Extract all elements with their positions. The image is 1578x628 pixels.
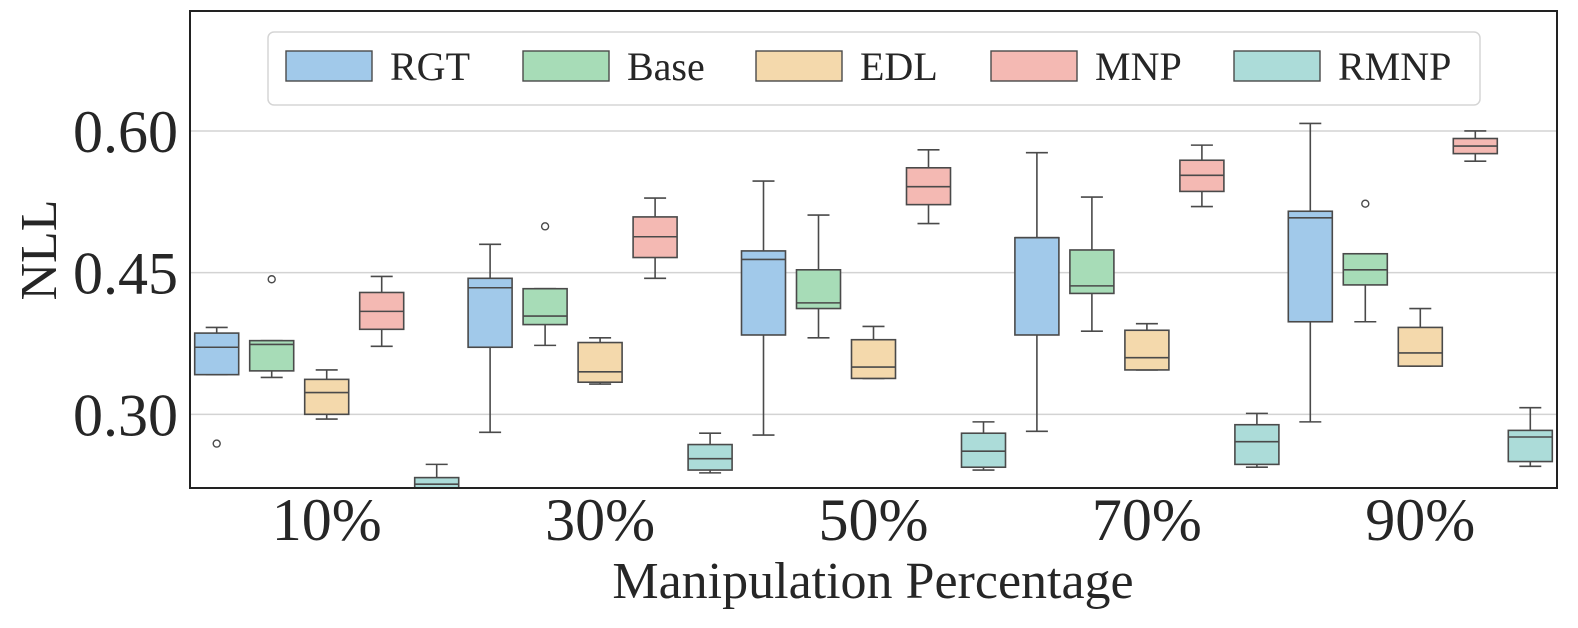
x-axis-title: Manipulation Percentage	[612, 553, 1133, 610]
box-rmnp-90pct	[1507, 406, 1554, 468]
box-body	[1507, 429, 1554, 463]
box-mnp-70pct	[1179, 144, 1225, 208]
outlier-point	[540, 222, 550, 231]
box-rgt-30pct	[467, 243, 513, 434]
y-axis-title: NLL	[11, 199, 68, 300]
boxes-clipped	[193, 122, 1554, 488]
x-tick-label: 30%	[545, 487, 655, 553]
box-rgt-70pct	[1014, 151, 1060, 433]
box-base-30pct	[522, 222, 568, 347]
legend-item-mnp: MNP	[990, 44, 1182, 89]
box-body	[1069, 249, 1115, 295]
box-body	[687, 443, 733, 471]
box-base-10pct	[248, 275, 295, 379]
box-body	[960, 432, 1007, 469]
box-body	[577, 341, 623, 384]
box-mnp-50pct	[905, 149, 952, 225]
box-base-70pct	[1069, 196, 1115, 333]
box-body	[1014, 236, 1060, 336]
legend: RGT Base EDL MNP RMNP	[267, 31, 1481, 106]
box-groups	[193, 122, 1554, 488]
legend-swatch	[990, 50, 1078, 82]
box-rgt-10pct	[193, 326, 240, 448]
x-tick-label: 50%	[819, 487, 929, 553]
box-base-50pct	[795, 214, 842, 339]
legend-item-base: Base	[522, 44, 705, 89]
box-body	[740, 250, 787, 336]
box-edl-30pct	[577, 337, 623, 385]
legend-label: Base	[627, 44, 705, 89]
x-tick-label: 70%	[1092, 487, 1202, 553]
box-rmnp-10pct	[413, 463, 460, 488]
legend-label: RMNP	[1338, 44, 1451, 89]
box-rmnp-30pct	[687, 432, 733, 474]
x-tick-label: 90%	[1365, 487, 1475, 553]
box-body	[522, 287, 568, 326]
box-body	[193, 332, 240, 376]
outlier-point	[1361, 199, 1370, 208]
box-edl-70pct	[1124, 322, 1170, 371]
y-tick-labels: 0.30 0.45 0.60	[73, 99, 178, 448]
box-edl-90pct	[1397, 307, 1444, 367]
box-rgt-50pct	[740, 180, 787, 436]
legend-swatch	[285, 50, 373, 82]
box-body	[1234, 423, 1280, 466]
legend-label: EDL	[860, 44, 938, 89]
outlier-point	[267, 275, 276, 284]
legend-item-rgt: RGT	[285, 44, 470, 89]
x-tick-labels: 10% 30% 50% 70% 90%	[272, 487, 1476, 553]
y-tick-label: 0.30	[73, 382, 178, 448]
box-base-90pct	[1342, 199, 1389, 323]
legend-items: RGT Base EDL MNP RMNP	[285, 44, 1451, 89]
y-tick-label: 0.45	[73, 241, 178, 307]
box-rgt-90pct	[1287, 122, 1334, 423]
box-edl-10pct	[303, 369, 350, 420]
legend-item-edl: EDL	[755, 44, 938, 89]
box-mnp-30pct	[632, 197, 678, 280]
outlier-point	[212, 439, 221, 448]
box-rmnp-70pct	[1234, 412, 1280, 469]
plot-frame	[189, 10, 1558, 489]
y-tick-label: 0.60	[73, 99, 178, 165]
box-body	[1287, 210, 1334, 323]
box-body	[467, 277, 513, 349]
legend-item-rmnp: RMNP	[1233, 44, 1451, 89]
legend-frame	[267, 31, 1481, 106]
legend-label: RGT	[390, 44, 470, 89]
legend-swatch	[1233, 50, 1321, 82]
legend-label: MNP	[1095, 44, 1182, 89]
legend-swatch	[522, 50, 610, 82]
box-mnp-90pct	[1452, 130, 1499, 162]
box-body	[248, 339, 295, 372]
box-mnp-10pct	[358, 275, 405, 348]
box-rmnp-50pct	[960, 421, 1007, 471]
box-edl-50pct	[850, 325, 897, 380]
box-body	[1397, 326, 1444, 367]
legend-swatch	[755, 50, 843, 82]
box-body	[850, 338, 897, 380]
x-tick-label: 10%	[272, 487, 382, 553]
box-body	[413, 476, 460, 488]
box-body	[303, 378, 350, 416]
box-body	[1124, 329, 1170, 371]
